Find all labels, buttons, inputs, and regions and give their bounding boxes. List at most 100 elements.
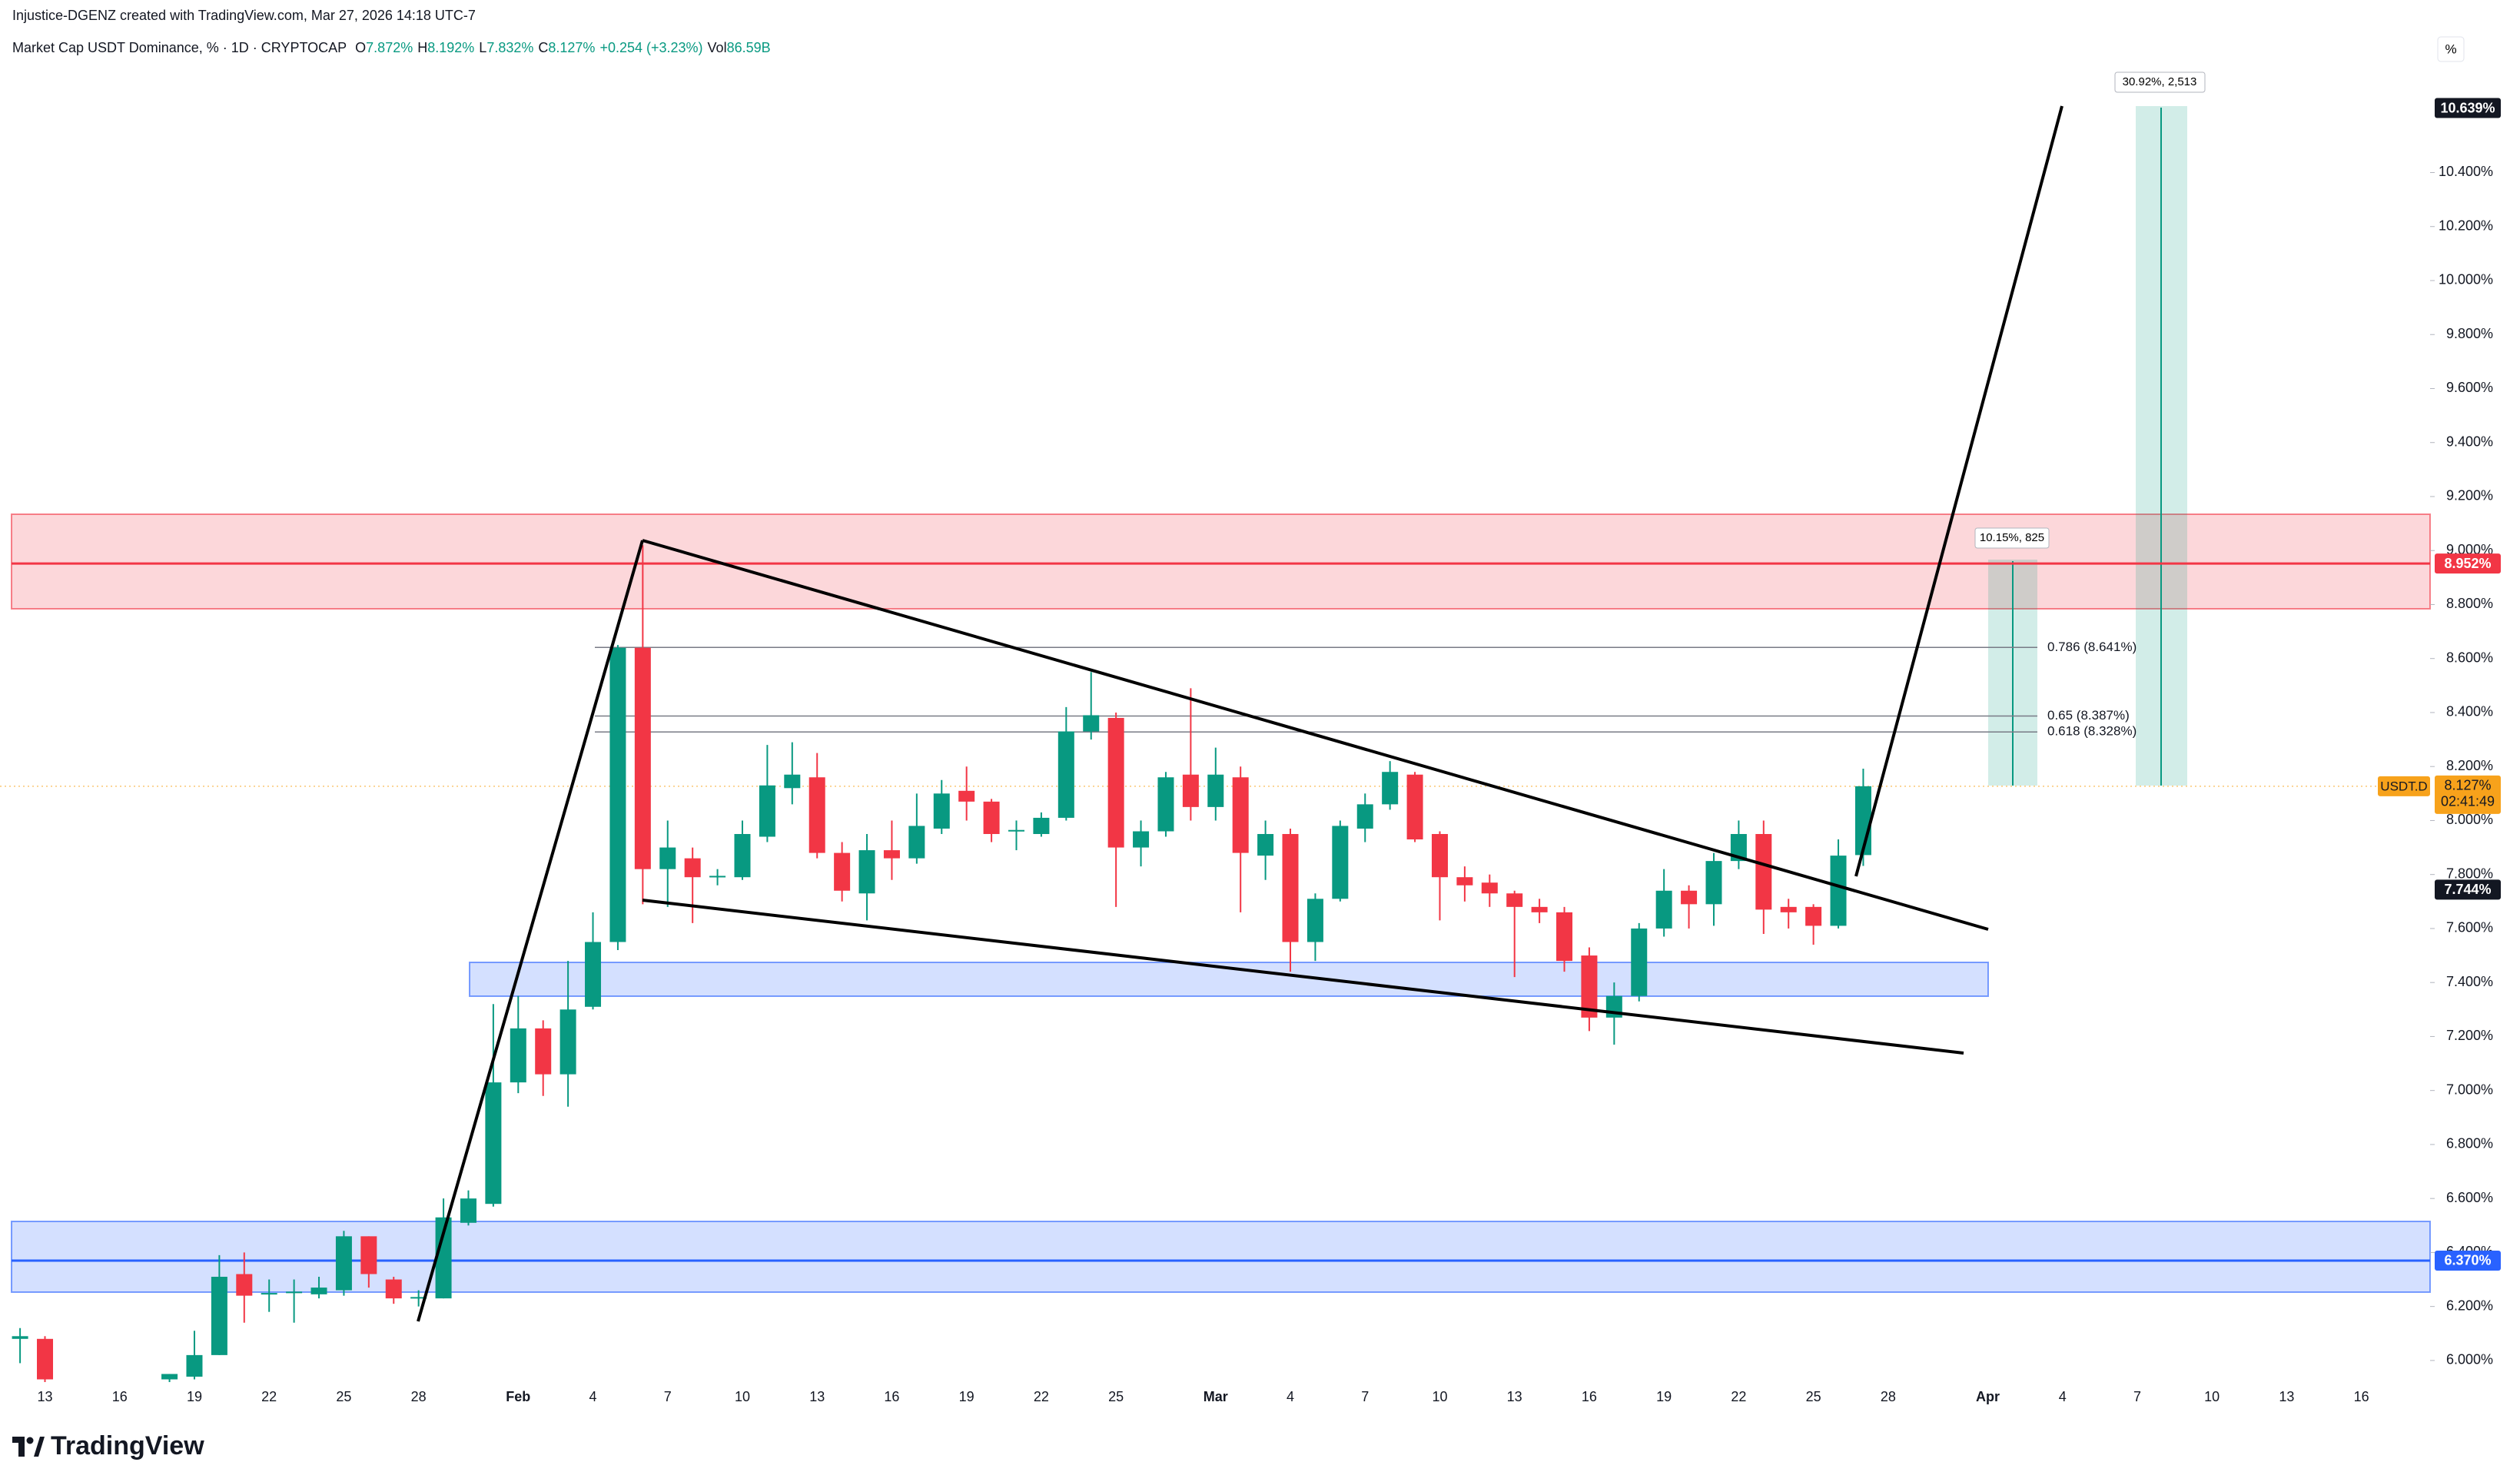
candle-body: [1531, 906, 1548, 912]
ohlc-item: H8.192%: [417, 40, 474, 55]
x-tick-label: 19: [959, 1389, 974, 1404]
candle-body: [385, 1279, 402, 1299]
level-label-box: [2435, 1250, 2501, 1271]
candle-body: [485, 1082, 502, 1205]
y-tick-label: 8.600%: [2446, 650, 2493, 665]
candle-body: [1556, 912, 1573, 962]
x-tick-label: 4: [2059, 1389, 2067, 1404]
candle-body: [1705, 861, 1722, 905]
brand-name: TradingView: [51, 1431, 204, 1460]
candle-body: [1133, 831, 1150, 848]
symbol-legend: Market Cap USDT Dominance, % · 1D · CRYP…: [12, 40, 775, 56]
candle-body: [1431, 834, 1448, 878]
candle-body: [1506, 893, 1523, 907]
candle-body: [1033, 817, 1050, 835]
candle-body: [634, 647, 651, 869]
ohlc-key: C: [538, 40, 549, 55]
price-label: 10.639%: [2440, 100, 2495, 115]
countdown-label: 02:41:49: [2441, 794, 2495, 809]
candle-body: [1057, 731, 1074, 818]
candle-body: [1332, 826, 1349, 899]
symbol-box: [2378, 776, 2430, 796]
x-tick-label: 16: [1582, 1389, 1597, 1404]
candle-body: [1232, 777, 1249, 853]
scale-button[interactable]: [2437, 36, 2465, 62]
x-tick-label: Feb: [506, 1389, 530, 1404]
symbol-label: USDT.D: [2380, 779, 2427, 793]
y-tick-label: 8.200%: [2446, 758, 2493, 773]
candle-body: [1382, 772, 1399, 805]
last-price-box: [2435, 775, 2501, 814]
candle-body: [958, 790, 975, 802]
candle-body: [1755, 834, 1772, 910]
x-tick-label: 10: [1432, 1389, 1447, 1404]
price-label-box: [2435, 98, 2501, 118]
x-tick-label: 28: [411, 1389, 427, 1404]
candle-body: [585, 942, 602, 1007]
candle-body: [933, 793, 950, 829]
x-tick-label: 13: [37, 1389, 52, 1404]
candle-body: [1730, 834, 1747, 862]
x-tick-label: 4: [589, 1389, 597, 1404]
candle-body: [1780, 906, 1797, 912]
candle-body: [1008, 829, 1024, 832]
ohlc-value: 86.59B: [726, 40, 771, 55]
ohlc-key: L: [479, 40, 487, 55]
ohlc-value: 8.127%: [548, 40, 596, 55]
candle-body: [1481, 882, 1498, 894]
x-tick-label: 13: [1507, 1389, 1522, 1404]
x-tick-label: Apr: [1976, 1389, 2000, 1404]
x-tick-label: 16: [112, 1389, 128, 1404]
candle-body: [709, 876, 726, 878]
candle-body: [1207, 774, 1224, 807]
x-tick-label: Mar: [1204, 1389, 1228, 1404]
y-tick-label: 10.000%: [2439, 272, 2493, 287]
trend-line: [417, 540, 644, 1322]
brand-logo[interactable]: TradingView: [12, 1431, 204, 1461]
y-tick-label: 6.800%: [2446, 1136, 2493, 1151]
candle-body: [559, 1009, 576, 1075]
levels: 0.786 (8.641%) 0.65 (8.387%)0.618 (8.328%…: [0, 562, 2430, 1262]
candle-body: [1182, 774, 1199, 807]
x-tick-label: 7: [664, 1389, 672, 1404]
candle-body: [261, 1293, 277, 1295]
y-tick-label: 7.800%: [2446, 866, 2493, 881]
candle-body: [659, 847, 676, 869]
ohlc-value: 8.192%: [427, 40, 475, 55]
x-tick-label: 7: [1361, 1389, 1369, 1404]
candle-body: [834, 852, 851, 891]
candle-body: [883, 850, 900, 859]
candle-body: [211, 1277, 227, 1355]
ohlc-item: +0.254 (+3.23%): [599, 40, 702, 55]
measure-label: 10.15%, 825: [1980, 531, 2044, 544]
y-tick-label: 9.000%: [2446, 542, 2493, 557]
candle-body: [684, 858, 701, 878]
candle-body: [435, 1217, 452, 1299]
trend-line: [642, 539, 1989, 931]
scale-button-label[interactable]: %: [2445, 42, 2456, 56]
ohlc-value: +0.254 (+3.23%): [599, 40, 703, 55]
candle-body: [1805, 906, 1822, 926]
candle-body: [286, 1291, 303, 1294]
brand-icon: [12, 1436, 45, 1457]
candle-body: [1406, 774, 1423, 840]
last-price-label: 8.127%: [2444, 778, 2491, 793]
y-tick-label: 9.600%: [2446, 380, 2493, 395]
candle-body: [1157, 777, 1174, 832]
ohlc-value: 7.872%: [366, 40, 413, 55]
candle-body: [1655, 890, 1672, 929]
y-tick-label: 9.400%: [2446, 434, 2493, 449]
y-tick-label: 7.400%: [2446, 974, 2493, 989]
x-tick-label: 22: [261, 1389, 277, 1404]
y-tick-label: 9.200%: [2446, 488, 2493, 503]
level-label-box: [2435, 553, 2501, 574]
x-tick-label: 25: [1108, 1389, 1124, 1404]
candle-body: [360, 1236, 377, 1274]
x-tick-label: 10: [2204, 1389, 2220, 1404]
ohlc-key: O: [355, 40, 367, 55]
x-tick-label: 7: [2133, 1389, 2141, 1404]
y-tick-label: 7.000%: [2446, 1082, 2493, 1097]
candle-body: [510, 1028, 526, 1083]
candles: [12, 545, 1871, 1382]
